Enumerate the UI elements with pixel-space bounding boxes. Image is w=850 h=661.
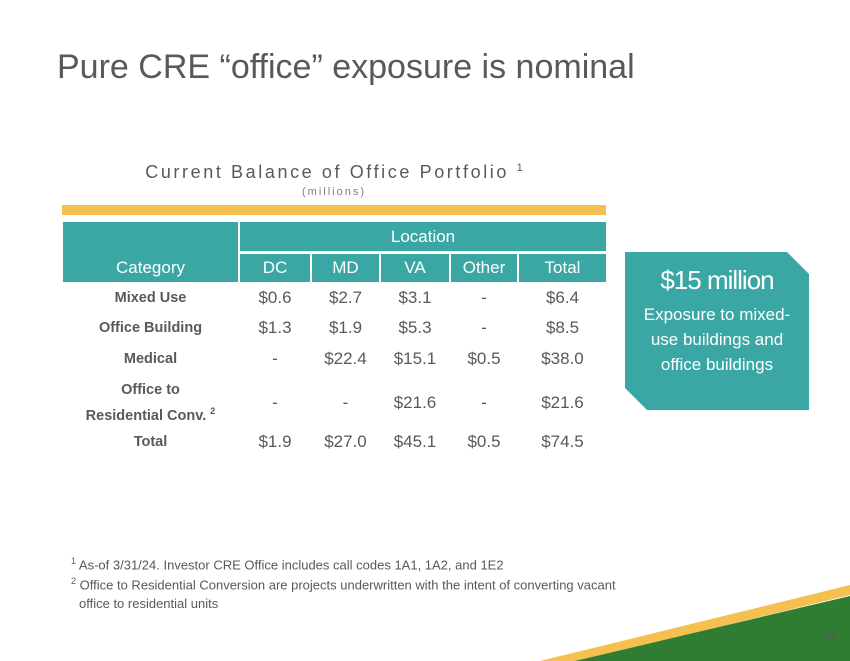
table-cell: - <box>481 393 487 412</box>
table-cell: $2.7 <box>328 288 363 307</box>
callout-amount: $15 million <box>660 265 774 295</box>
footnote-2: 2 Office to Residential Conversion are p… <box>71 576 616 592</box>
table-cell: - <box>481 318 487 337</box>
table-cell: $1.3 <box>258 318 292 337</box>
location-header: Location <box>240 222 606 251</box>
corner-green-shape <box>575 596 850 661</box>
table-cell: $15.1 <box>393 349 437 368</box>
column-header-dc: DC <box>240 254 310 282</box>
category-header-label: Category <box>116 258 185 277</box>
table-cell: $1.9 <box>258 432 292 451</box>
footnote-1: 1 As-of 3/31/24. Investor CRE Office inc… <box>71 556 504 572</box>
table-cell: $22.4 <box>324 349 367 368</box>
table-cell: $27.0 <box>324 432 367 451</box>
exposure-callout-box: $15 million Exposure to mixed-use buildi… <box>625 252 809 410</box>
footnote-2-continued: office to residential units <box>79 596 219 611</box>
table-title: Current Balance of Office Portfolio 1 <box>62 162 606 183</box>
table-cell: $38.0 <box>541 349 584 368</box>
column-header-va: VA <box>381 254 449 282</box>
row-label-office-to-residential-text: Office to Residential Conv. <box>85 382 207 424</box>
row-label-office-to-residential: Office to Residential Conv. 2 <box>63 380 238 427</box>
slide-title: Pure CRE “office” exposure is nominal <box>57 48 635 86</box>
callout-description: Exposure to mixed-use buildings and offi… <box>643 305 791 374</box>
table-cell: - <box>481 288 487 307</box>
page-number: 36 <box>822 629 836 643</box>
table-title-footnote-marker: 1 <box>516 162 523 174</box>
table-cell: $0.5 <box>467 432 501 451</box>
table-cell: $21.6 <box>393 393 437 412</box>
category-header: Category <box>63 222 238 282</box>
row-label-medical: Medical <box>123 351 178 367</box>
footnote-marker: 2 <box>71 576 77 586</box>
table-cell: $6.4 <box>545 288 580 307</box>
row-label-footnote-marker: 2 <box>210 406 216 416</box>
column-header-total: Total <box>519 254 606 282</box>
column-header-md: MD <box>312 254 379 282</box>
table-cell: $3.1 <box>398 288 432 307</box>
corner-gold-stripe <box>540 585 850 661</box>
table-cell: $0.5 <box>467 349 501 368</box>
table-title-text: Current Balance of Office Portfolio <box>145 162 510 182</box>
table-cell: - <box>272 349 278 368</box>
table-cell: $5.3 <box>398 318 432 337</box>
table-cell: $1.9 <box>328 318 363 337</box>
row-label-total: Total <box>133 434 168 450</box>
row-label-office-building: Office Building <box>98 320 203 336</box>
footnote-text: Office to Residential Conversion are pro… <box>79 577 616 593</box>
table-cell: $8.5 <box>545 318 580 337</box>
table-cell: $45.1 <box>393 432 437 451</box>
table-cell: $0.6 <box>258 288 292 307</box>
table-cell: - <box>272 393 278 412</box>
footnote-text: As-of 3/31/24. Investor CRE Office inclu… <box>78 557 504 573</box>
column-header-other: Other <box>451 254 517 282</box>
table-cell: $74.5 <box>541 432 584 451</box>
gold-divider-bar <box>62 205 606 215</box>
row-label-mixed-use: Mixed Use <box>114 290 187 306</box>
footnote-marker: 1 <box>71 556 77 566</box>
table-cell: - <box>342 393 349 412</box>
table-cell: $21.6 <box>541 393 584 412</box>
table-units: (millions) <box>302 186 366 198</box>
